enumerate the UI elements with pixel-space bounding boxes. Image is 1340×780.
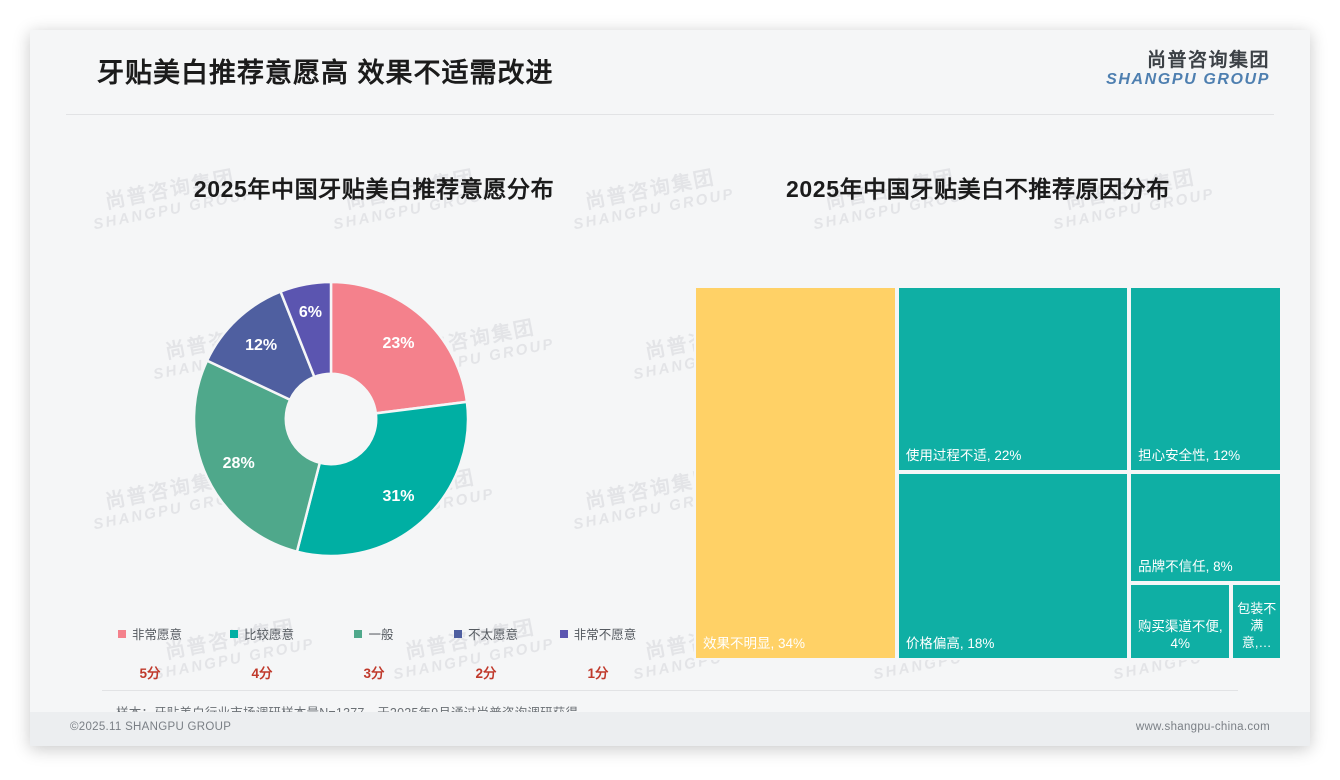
treemap-cell-包装不满意[interactable]: 包装不满意,…: [1231, 582, 1282, 660]
donut-slice-非常不愿意[interactable]: [278, 280, 333, 379]
treemap-cell-label-担心安全性: 担心安全性, 12%: [1138, 448, 1241, 463]
donut-legend: 非常愿意 比较愿意 一般 不太愿意 非常不愿意 5分 4分 3分 2分 1分: [72, 624, 676, 696]
legend-swatch-icon-2: [354, 629, 363, 638]
donut-chart-title: 2025年中国牙贴美白推荐意愿分布: [193, 176, 555, 202]
donut-svg: 23% 31% 28% 12% 6%: [192, 280, 470, 558]
donut-slice-label-比较愿意: 31%: [382, 488, 414, 505]
legend-score-3: 2分: [475, 666, 497, 681]
donut-slice-label-非常愿意: 23%: [382, 335, 414, 352]
donut-chart-panel: 2025年中国牙贴美白推荐意愿分布 23% 31% 28% 12% 6% 非常愿意 比较愿…: [66, 134, 670, 681]
donut-slice-非常愿意[interactable]: [329, 280, 469, 415]
legend-item-4[interactable]: 非常不愿意: [542, 624, 654, 643]
treemap-chart-panel: 2025年中国牙贴美白不推荐原因分布 效果不明显, 34% 使用过程不适, 22%…: [678, 134, 1282, 674]
donut-slice-比较愿意[interactable]: [295, 400, 470, 558]
brand-logo-cn: 尚普咨询集团: [1146, 50, 1270, 71]
legend-score-2: 3分: [363, 666, 385, 681]
treemap-cell-购买渠道不便[interactable]: 购买渠道不便, 4%: [1129, 582, 1232, 660]
donut-chart: 23% 31% 28% 12% 6%: [186, 274, 476, 564]
donut-slice-label-非常不愿意: 6%: [299, 304, 322, 321]
footer-website[interactable]: www.shangpu-china.com: [1135, 721, 1270, 733]
treemap-cell-label-使用过程不适: 使用过程不适, 22%: [905, 448, 1022, 463]
legend-label-0: 非常愿意: [131, 628, 182, 642]
legend-item-3[interactable]: 不太愿意: [430, 624, 542, 643]
legend-score-row: 5分 4分 3分 2分 1分: [72, 662, 676, 682]
footnote-divider: [102, 690, 1238, 691]
header-divider: [66, 114, 1274, 115]
page-title: 牙贴美白推荐意愿高 效果不适需改进: [97, 58, 554, 88]
legend-items-row: 非常愿意 比较愿意 一般 不太愿意 非常不愿意: [72, 624, 676, 643]
legend-label-2: 一般: [368, 628, 394, 642]
treemap-chart: 效果不明显, 34% 使用过程不适, 22% 价格偏高, 18% 担心安全性, 12%…: [694, 286, 1282, 660]
treemap-cell-效果不明显[interactable]: 效果不明显, 34%: [694, 286, 897, 660]
legend-swatch-icon-4: [559, 629, 568, 638]
treemap-cell-品牌不信任[interactable]: 品牌不信任, 8%: [1129, 471, 1282, 583]
treemap-cell-使用过程不适[interactable]: 使用过程不适, 22%: [896, 286, 1130, 472]
legend-swatch-icon-1: [229, 629, 238, 638]
treemap-cell-label-购买渠道不便: 购买渠道不便, 4%: [1137, 619, 1223, 652]
treemap-cell-label-品牌不信任: 品牌不信任, 8%: [1138, 558, 1233, 574]
brand-logo-en: SHANGPU GROUP: [1106, 71, 1270, 89]
treemap-cell-担心安全性[interactable]: 担心安全性, 12%: [1129, 286, 1282, 472]
treemap-chart-title: 2025年中国牙贴美白不推荐原因分布: [786, 176, 1170, 202]
brand-logo: 尚普咨询集团 SHANGPU GROUP: [1106, 50, 1270, 89]
donut-slice-label-一般: 28%: [223, 455, 255, 472]
legend-label-1: 比较愿意: [243, 628, 294, 642]
slide-header: 牙贴美白推荐意愿高 效果不适需改进 尚普咨询集团 SHANGPU GROUP: [30, 30, 1310, 114]
legend-label-4: 非常不愿意: [573, 628, 637, 642]
legend-item-1[interactable]: 比较愿意: [206, 624, 318, 643]
legend-score-4: 1分: [587, 666, 609, 681]
legend-score-0: 5分: [139, 666, 161, 681]
treemap-cell-label-效果不明显: 效果不明显, 34%: [703, 636, 806, 652]
slide-canvas: 尚普咨询集团 SHANGPU GROUP 尚普咨询集团 SHANGPU GROUP 尚普…: [30, 30, 1310, 746]
legend-item-2[interactable]: 一般: [318, 624, 430, 643]
treemap-cell-label-价格偏高: 价格偏高, 18%: [905, 636, 995, 652]
legend-swatch-icon-3: [453, 629, 462, 638]
footer-copyright: ©2025.11 SHANGPU GROUP: [70, 721, 232, 733]
treemap-cell-价格偏高[interactable]: 价格偏高, 18%: [896, 471, 1130, 660]
donut-slice-label-不太愿意: 12%: [245, 337, 277, 354]
legend-swatch-icon-0: [117, 629, 126, 638]
treemap-cell-label-包装不满意: 包装不满意,…: [1237, 601, 1277, 651]
legend-item-0[interactable]: 非常愿意: [94, 624, 206, 643]
legend-score-1: 4分: [251, 666, 273, 681]
legend-label-3: 不太愿意: [467, 628, 518, 642]
donut-slice-一般[interactable]: [192, 359, 322, 554]
slide-footer: ©2025.11 SHANGPU GROUP www.shangpu-china…: [30, 712, 1310, 746]
